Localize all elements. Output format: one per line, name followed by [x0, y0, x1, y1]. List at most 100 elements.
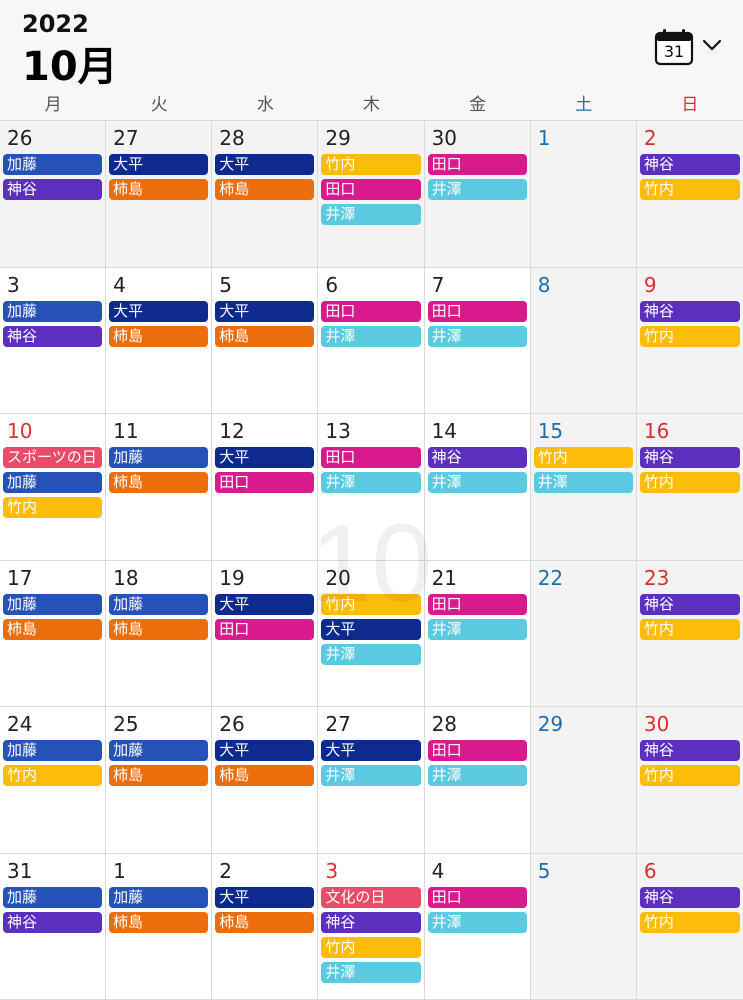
- day-cell[interactable]: 1 加藤 柿島: [106, 853, 213, 1000]
- month-title[interactable]: 10月: [22, 44, 118, 90]
- event-chip[interactable]: 井澤: [321, 472, 421, 493]
- event-chip[interactable]: 竹内: [321, 154, 421, 175]
- day-cell[interactable]: 29: [530, 707, 637, 854]
- event-chip[interactable]: 神谷: [3, 325, 103, 347]
- event-chip[interactable]: 田口: [215, 472, 315, 493]
- event-chip[interactable]: 竹内: [639, 472, 740, 493]
- day-cell[interactable]: 23 神谷 竹内: [636, 560, 743, 707]
- event-chip[interactable]: 井澤: [427, 179, 527, 200]
- day-cell[interactable]: 2 神谷 竹内: [636, 121, 743, 268]
- day-cell[interactable]: 2 大平 柿島: [212, 853, 319, 1000]
- event-chip[interactable]: 加藤: [109, 593, 209, 615]
- day-cell[interactable]: 9 神谷 竹内: [636, 267, 743, 414]
- event-chip[interactable]: 井澤: [321, 765, 421, 786]
- event-chip[interactable]: 井澤: [321, 961, 421, 983]
- chevron-down-icon[interactable]: [702, 38, 722, 52]
- day-cell[interactable]: 5 大平 柿島: [212, 267, 319, 414]
- event-chip[interactable]: 大平: [321, 618, 421, 640]
- day-cell[interactable]: 28 田口 井澤: [424, 707, 531, 854]
- day-cell[interactable]: 14 神谷 井澤: [424, 414, 531, 561]
- day-cell[interactable]: 30 田口 井澤: [424, 121, 531, 268]
- event-chip[interactable]: 田口: [321, 179, 421, 200]
- event-chip[interactable]: 大平: [215, 740, 315, 761]
- event-chip[interactable]: 柿島: [109, 179, 209, 200]
- event-chip[interactable]: 大平: [215, 886, 315, 908]
- event-chip[interactable]: 加藤: [3, 593, 103, 615]
- event-chip[interactable]: 田口: [427, 593, 527, 615]
- event-chip[interactable]: 加藤: [109, 740, 209, 761]
- today-button[interactable]: 31: [654, 28, 726, 68]
- day-cell[interactable]: 28 大平 柿島: [212, 121, 319, 268]
- day-cell[interactable]: 21 田口 井澤: [424, 560, 531, 707]
- day-cell[interactable]: 3 文化の日 神谷 竹内 井澤: [318, 853, 425, 1000]
- event-chip[interactable]: 加藤: [3, 154, 103, 175]
- day-cell[interactable]: 11 加藤 柿島: [106, 414, 213, 561]
- event-chip[interactable]: 神谷: [639, 740, 740, 761]
- event-chip[interactable]: 神谷: [639, 300, 740, 322]
- event-chip[interactable]: 竹内: [3, 497, 103, 518]
- event-chip[interactable]: 神谷: [3, 179, 103, 200]
- day-cell[interactable]: 25 加藤 柿島: [106, 707, 213, 854]
- event-chip[interactable]: 神谷: [639, 886, 740, 908]
- day-cell[interactable]: 16 神谷 竹内: [636, 414, 743, 561]
- event-chip[interactable]: 神谷: [427, 447, 527, 468]
- event-chip[interactable]: 井澤: [427, 765, 527, 786]
- day-cell[interactable]: 18 加藤 柿島: [106, 560, 213, 707]
- event-chip[interactable]: 井澤: [321, 325, 421, 347]
- day-cell[interactable]: 4 大平 柿島: [106, 267, 213, 414]
- event-chip[interactable]: 神谷: [639, 154, 740, 175]
- event-chip[interactable]: 井澤: [427, 911, 527, 933]
- event-chip[interactable]: 大平: [215, 154, 315, 175]
- event-chip[interactable]: 大平: [109, 300, 209, 322]
- event-chip[interactable]: 神谷: [639, 593, 740, 615]
- day-cell[interactable]: 4 田口 井澤: [424, 853, 531, 1000]
- day-cell[interactable]: 22: [530, 560, 637, 707]
- event-chip[interactable]: 井澤: [533, 472, 633, 493]
- holiday-chip[interactable]: スポーツの日: [3, 447, 103, 468]
- day-cell[interactable]: 24 加藤 竹内: [0, 707, 107, 854]
- event-chip[interactable]: 大平: [109, 154, 209, 175]
- event-chip[interactable]: 竹内: [533, 447, 633, 468]
- event-chip[interactable]: 大平: [215, 593, 315, 615]
- event-chip[interactable]: 井澤: [321, 204, 421, 225]
- day-cell[interactable]: 1: [530, 121, 637, 268]
- event-chip[interactable]: 柿島: [109, 765, 209, 786]
- event-chip[interactable]: 柿島: [215, 179, 315, 200]
- event-chip[interactable]: 田口: [321, 300, 421, 322]
- event-chip[interactable]: 竹内: [321, 593, 421, 615]
- day-cell[interactable]: 8: [530, 267, 637, 414]
- event-chip[interactable]: 竹内: [639, 325, 740, 347]
- event-chip[interactable]: 井澤: [427, 472, 527, 493]
- event-chip[interactable]: 大平: [321, 740, 421, 761]
- event-chip[interactable]: 田口: [427, 300, 527, 322]
- event-chip[interactable]: 竹内: [321, 936, 421, 958]
- day-cell[interactable]: 27 大平 井澤: [318, 707, 425, 854]
- day-cell[interactable]: 7 田口 井澤: [424, 267, 531, 414]
- day-cell[interactable]: 19 大平 田口: [212, 560, 319, 707]
- event-chip[interactable]: 柿島: [109, 911, 209, 933]
- day-cell[interactable]: 27 大平 柿島: [106, 121, 213, 268]
- day-cell[interactable]: 26 大平 柿島: [212, 707, 319, 854]
- event-chip[interactable]: 加藤: [109, 886, 209, 908]
- event-chip[interactable]: 井澤: [321, 643, 421, 665]
- event-chip[interactable]: 柿島: [109, 618, 209, 640]
- event-chip[interactable]: 神谷: [3, 911, 103, 933]
- event-chip[interactable]: 竹内: [3, 765, 103, 786]
- event-chip[interactable]: 井澤: [427, 618, 527, 640]
- day-cell[interactable]: 17 加藤 柿島: [0, 560, 107, 707]
- day-cell[interactable]: 26 加藤 神谷: [0, 121, 107, 268]
- day-cell[interactable]: 5: [530, 853, 637, 1000]
- event-chip[interactable]: 加藤: [109, 447, 209, 468]
- day-cell[interactable]: 13 田口 井澤: [318, 414, 425, 561]
- event-chip[interactable]: 神谷: [321, 911, 421, 933]
- event-chip[interactable]: 田口: [215, 618, 315, 640]
- day-cell[interactable]: 31 加藤 神谷: [0, 853, 107, 1000]
- event-chip[interactable]: 神谷: [639, 447, 740, 468]
- day-cell[interactable]: 6 田口 井澤: [318, 267, 425, 414]
- event-chip[interactable]: 柿島: [215, 325, 315, 347]
- event-chip[interactable]: 加藤: [3, 300, 103, 322]
- event-chip[interactable]: 田口: [427, 886, 527, 908]
- event-chip[interactable]: 加藤: [3, 740, 103, 761]
- day-cell[interactable]: 12 大平 田口: [212, 414, 319, 561]
- event-chip[interactable]: 竹内: [639, 911, 740, 933]
